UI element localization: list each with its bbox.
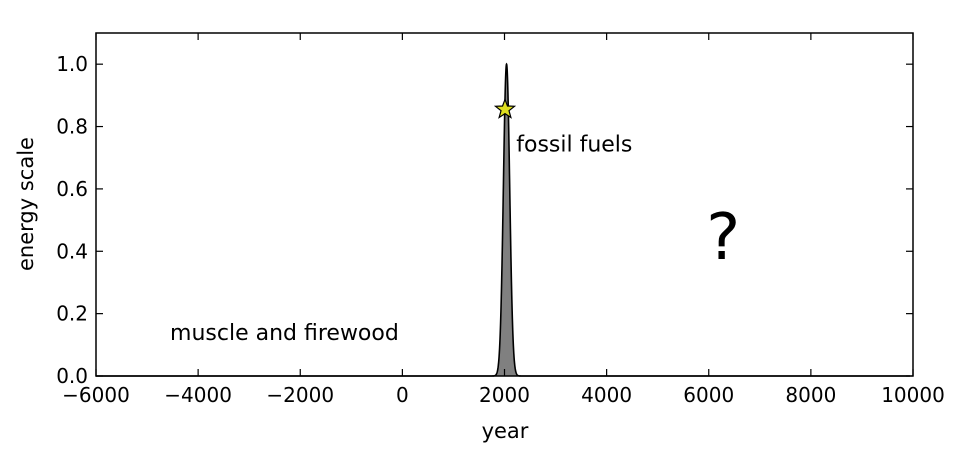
- y-axis-label: energy scale: [14, 137, 38, 271]
- annotation-muscle-and-firewood: muscle and firewood: [170, 321, 399, 346]
- plot-frame: [95, 32, 914, 377]
- series-area-0: [489, 64, 524, 377]
- y-tick-label: 0.4: [56, 239, 88, 263]
- x-tick-label: 2000: [479, 383, 530, 407]
- y-tick-label: 0.0: [56, 364, 88, 388]
- x-axis-ticks: −6000 −4000 −2000 0 2000 4000 6000 8000 10000: [62, 33, 945, 407]
- star-marker: [493, 97, 517, 119]
- annotation-fossil-fuels: fossil fuels: [516, 132, 632, 157]
- annotation-question-mark: ?: [706, 201, 740, 275]
- y-tick-label: 1.0: [56, 52, 88, 76]
- x-tick-label: −6000: [62, 383, 130, 407]
- x-tick-label: 6000: [683, 383, 734, 407]
- x-tick-label: 0: [396, 383, 409, 407]
- y-tick-label: 0.8: [56, 115, 88, 139]
- y-tick-label: 0.6: [56, 177, 88, 201]
- x-tick-label: 4000: [581, 383, 632, 407]
- x-axis-label: year: [482, 419, 529, 443]
- y-tick-label: 0.2: [56, 302, 88, 326]
- x-tick-label: 10000: [881, 383, 945, 407]
- x-tick-label: 8000: [785, 383, 836, 407]
- x-tick-label: −2000: [266, 383, 334, 407]
- y-axis-ticks: 0.0 0.2 0.4 0.6 0.8 1.0: [56, 52, 913, 388]
- x-tick-label: −4000: [164, 383, 232, 407]
- annotations: fossil fuels muscle and firewood?: [170, 132, 740, 346]
